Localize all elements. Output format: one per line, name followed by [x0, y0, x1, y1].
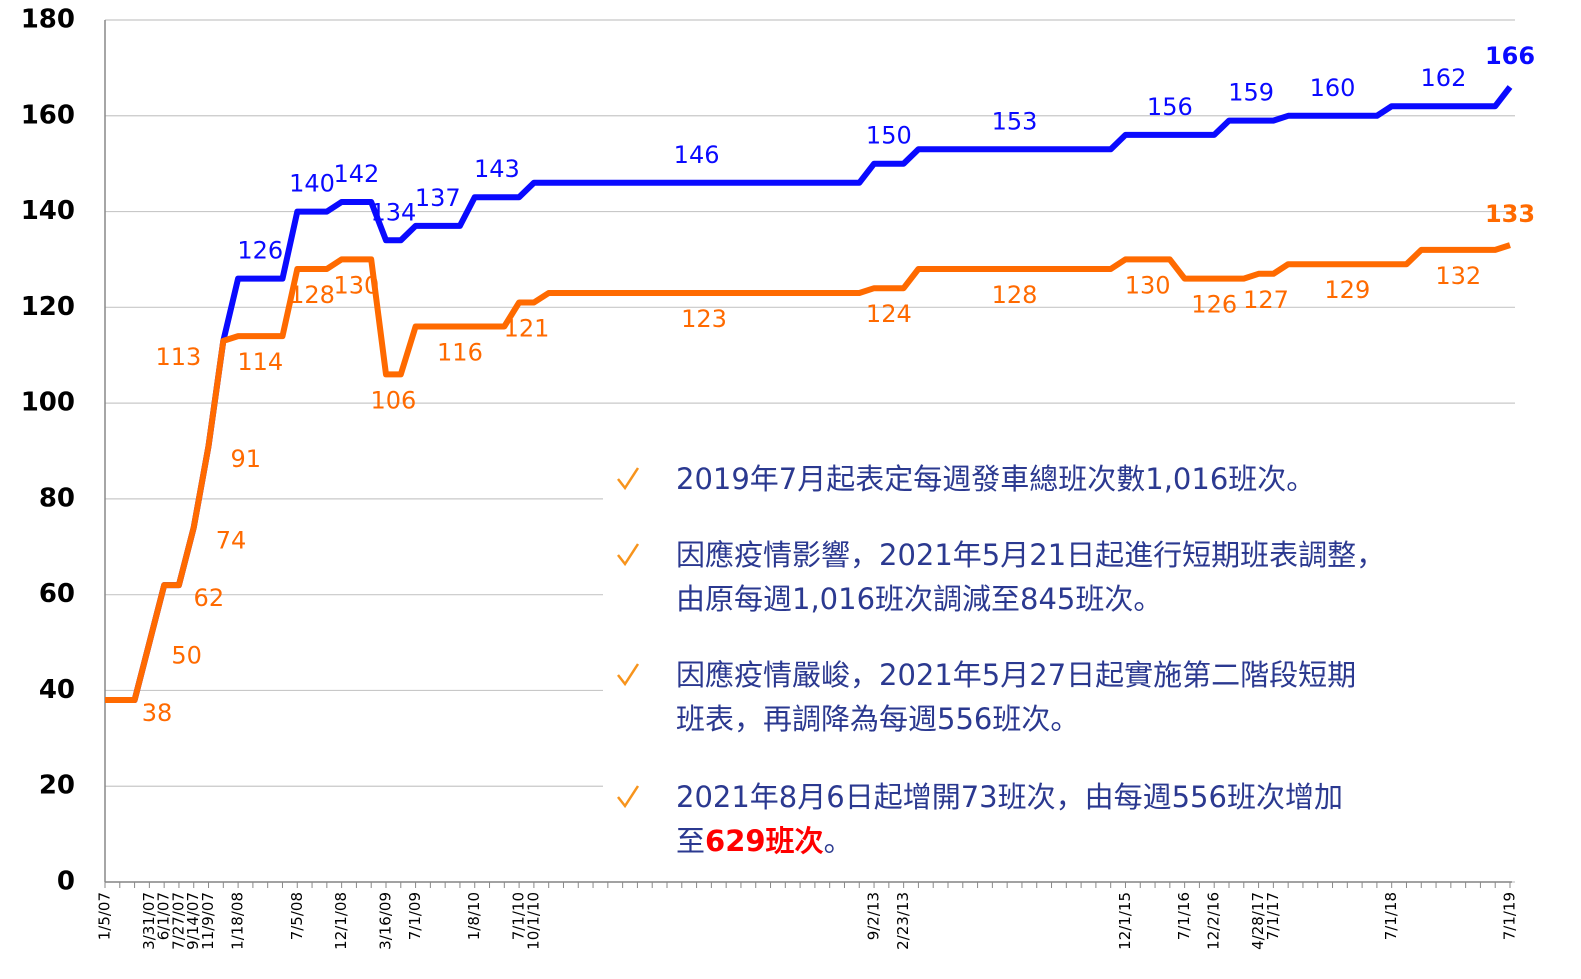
y-tick-label: 180	[21, 5, 75, 35]
data-label: 124	[866, 300, 912, 328]
note-text: 因應疫情影響，2021年5月21日起進行短期班表調整，	[676, 538, 1385, 572]
data-label: 128	[289, 281, 335, 309]
x-tick-label: 12/2/16	[1205, 892, 1223, 950]
data-label: 133	[1485, 200, 1535, 228]
x-tick-label: 1/5/07	[96, 892, 114, 940]
check-mark	[617, 467, 640, 491]
data-label: 130	[1125, 271, 1171, 299]
x-tick-label: 11/9/07	[199, 892, 217, 950]
data-label: 143	[474, 155, 520, 183]
data-label: 74	[216, 527, 247, 555]
data-label: 121	[504, 315, 550, 343]
x-tick-label: 2/23/13	[894, 892, 912, 950]
x-tick-label: 12/1/15	[1116, 892, 1134, 950]
data-label: 150	[866, 122, 912, 150]
data-label: 137	[415, 184, 461, 212]
data-label: 50	[171, 642, 202, 670]
data-label: 106	[370, 386, 416, 414]
x-tick-label: 10/1/10	[524, 892, 542, 950]
y-tick-label: 160	[21, 100, 75, 130]
note-text: 2019年7月起表定每週發車總班次數1,016班次。	[676, 462, 1315, 496]
note-segment: 至	[676, 824, 705, 858]
x-tick-label: 7/1/09	[406, 892, 424, 940]
data-label: 126	[1191, 291, 1237, 319]
note-segment: 。	[824, 824, 853, 858]
check-mark	[617, 785, 640, 809]
y-tick-label: 100	[21, 388, 75, 418]
data-label: 132	[1435, 262, 1481, 290]
x-tick-label: 9/2/13	[865, 892, 883, 940]
data-label: 159	[1228, 79, 1274, 107]
note-segment: 因應疫情影響，2021年5月21日起進行短期班表調整，	[676, 538, 1385, 572]
data-label: 162	[1421, 64, 1467, 92]
data-label: 156	[1147, 93, 1193, 121]
x-tick-label: 7/1/10	[510, 892, 528, 940]
check-mark	[617, 543, 640, 567]
series-line	[105, 242, 1511, 703]
data-label: 127	[1243, 286, 1289, 314]
data-label: 129	[1324, 276, 1370, 304]
data-label: 128	[992, 281, 1038, 309]
data-label: 113	[156, 343, 202, 371]
y-tick-label: 140	[21, 196, 75, 226]
note-segment: 2019年7月起表定每週發車總班次數1,016班次。	[676, 462, 1315, 496]
note-text: 因應疫情嚴峻，2021年5月27日起實施第二階段短期	[676, 658, 1356, 692]
y-tick-label: 20	[39, 771, 75, 801]
x-tick-label: 7/5/08	[288, 892, 306, 940]
x-tick-label: 7/27/07	[169, 892, 187, 950]
note-text: 2021年8月6日起增開73班次，由每週556班次增加	[676, 780, 1343, 814]
x-tick-label: 3/16/09	[377, 892, 395, 950]
data-label: 142	[334, 160, 380, 188]
y-tick-label: 60	[39, 579, 75, 609]
data-label: 114	[237, 348, 283, 376]
note-segment: 因應疫情嚴峻，2021年5月27日起實施第二階段短期	[676, 658, 1356, 692]
note-text: 至629班次。	[676, 824, 853, 858]
series-line	[105, 85, 1513, 703]
note-segment: 2021年8月6日起增開73班次，由每週556班次增加	[676, 780, 1343, 814]
note-segment: 由原每週1,016班次調減至845班次。	[676, 582, 1162, 616]
data-label: 160	[1310, 74, 1356, 102]
x-tick-label: 4/28/17	[1249, 892, 1267, 950]
x-tick-label: 6/1/07	[155, 892, 173, 940]
data-label: 153	[992, 107, 1038, 135]
x-tick-label: 7/1/16	[1175, 892, 1193, 940]
data-label: 166	[1485, 42, 1535, 70]
data-label: 91	[231, 445, 262, 473]
x-tick-label: 12/1/08	[332, 892, 350, 950]
note-segment: 班表，再調降為每週556班次。	[676, 702, 1079, 736]
data-label: 38	[142, 699, 173, 727]
data-label: 146	[674, 141, 720, 169]
data-label: 134	[370, 198, 416, 226]
x-tick-label: 7/1/17	[1264, 892, 1282, 940]
note-box	[603, 448, 1543, 866]
data-label: 123	[681, 305, 727, 333]
y-tick-label: 40	[39, 675, 75, 705]
x-tick-label: 3/31/07	[140, 892, 158, 950]
note-text: 由原每週1,016班次調減至845班次。	[676, 582, 1162, 616]
x-tick-label: 7/1/19	[1501, 892, 1519, 940]
y-tick-label: 80	[39, 483, 75, 513]
check-mark	[617, 663, 640, 687]
x-tick-label: 7/1/18	[1382, 892, 1400, 940]
data-label: 126	[237, 237, 283, 265]
note-text: 班表，再調降為每週556班次。	[676, 702, 1079, 736]
data-label: 116	[437, 338, 483, 366]
y-tick-label: 0	[57, 867, 75, 897]
x-tick-label: 1/18/08	[229, 892, 247, 950]
y-tick-label: 120	[21, 292, 75, 322]
data-label: 130	[334, 271, 380, 299]
note-segment: 629班次	[705, 824, 824, 858]
data-label: 140	[289, 170, 335, 198]
x-tick-label: 1/8/10	[465, 892, 483, 940]
x-tick-label: 9/14/07	[184, 892, 202, 950]
data-label: 62	[194, 584, 225, 612]
